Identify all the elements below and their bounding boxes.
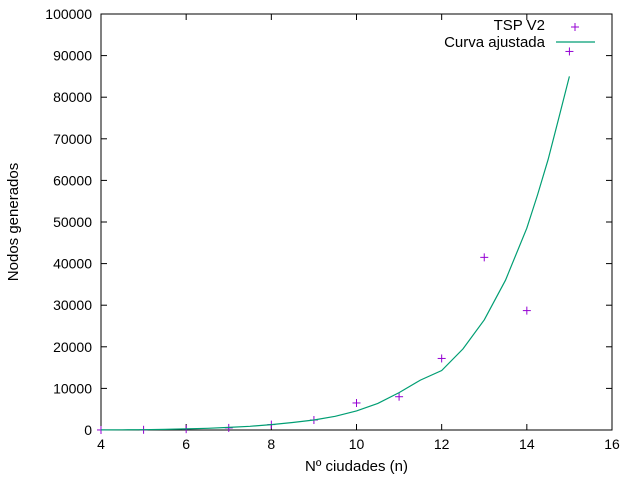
y-tick-label: 20000 [53,339,92,355]
y-tick-label: 100000 [45,6,92,22]
x-tick-label: 8 [267,436,275,452]
data-point [352,398,361,407]
data-point [437,354,446,363]
legend: TSP V2 Curva ajustada [444,17,595,51]
data-point [480,253,489,262]
legend-marker-tsp-v2 [571,23,579,31]
x-tick-label: 6 [182,436,190,452]
plot-area [97,47,574,434]
data-point [522,306,531,315]
axis-ticks: 4 6 8 10 12 14 16 0 10000 20000 30000 40000 50000 600… [45,6,620,452]
x-tick-label: 4 [97,436,105,452]
x-tick-label: 12 [434,436,450,452]
x-axis-title: Nº ciudades (n) [305,458,408,475]
y-tick-label: 10000 [53,380,92,396]
legend-label-curva-ajustada: Curva ajustada [444,34,546,51]
data-point [565,47,574,56]
x-tick-label: 14 [519,436,535,452]
y-tick-label: 60000 [53,172,92,188]
y-axis-title: Nodos generados [5,163,22,281]
y-tick-label: 0 [84,422,92,438]
plot-frame [100,13,613,431]
fitted-curve-line [100,76,570,431]
data-point [395,392,404,401]
x-tick-label: 16 [604,436,620,452]
y-tick-label: 90000 [53,48,92,64]
y-tick-label: 80000 [53,89,92,105]
y-tick-label: 40000 [53,256,92,272]
y-tick-label: 70000 [53,131,92,147]
y-tick-label: 30000 [53,297,92,313]
legend-label-tsp-v2: TSP V2 [494,17,545,34]
y-tick-label: 50000 [53,214,92,230]
x-tick-label: 10 [349,436,365,452]
